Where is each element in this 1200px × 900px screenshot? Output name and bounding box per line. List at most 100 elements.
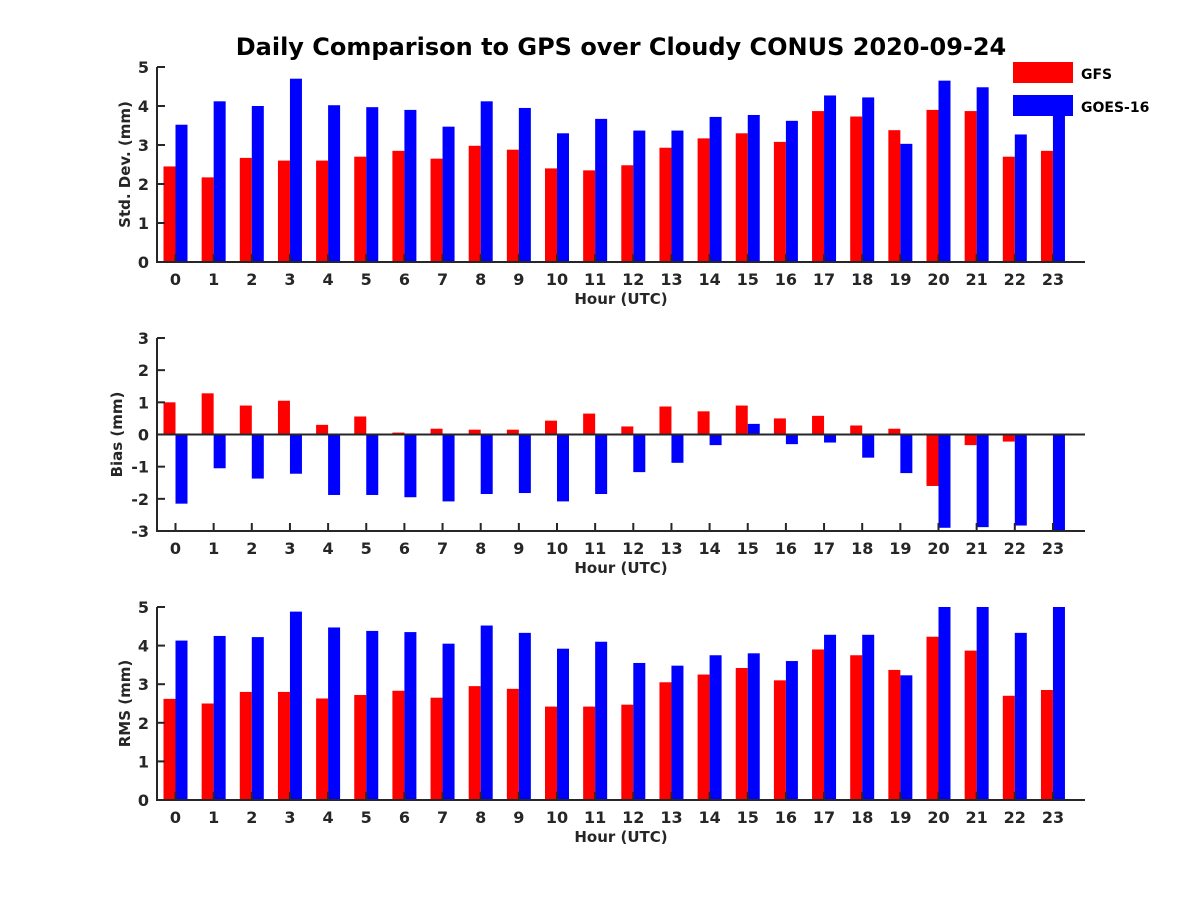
x-tick-label: 2 — [246, 270, 257, 289]
bar-goes16-hour-2 — [251, 106, 264, 262]
bar-goes16-hour-22 — [1014, 632, 1027, 800]
bar-goes16-hour-4 — [328, 627, 341, 800]
bar-gfs-hour-10 — [545, 706, 557, 800]
bar-gfs-hour-3 — [277, 160, 290, 262]
bar-goes16-hour-7 — [442, 126, 455, 262]
x-tick-label: 5 — [361, 270, 372, 289]
bar-goes16-hour-21 — [976, 434, 989, 528]
bar-goes16-hour-12 — [633, 434, 646, 473]
bar-goes16-hour-4 — [328, 105, 341, 262]
x-tick-label: 11 — [584, 808, 606, 827]
x-tick-label: 21 — [966, 539, 988, 558]
bar-gfs-hour-2 — [239, 405, 252, 435]
y-tick-label: 2 — [138, 175, 149, 194]
y-tick-label: 5 — [138, 58, 149, 77]
bar-goes16-hour-1 — [213, 635, 226, 800]
bar-goes16-hour-12 — [633, 662, 646, 800]
y-tick-label: 5 — [138, 598, 149, 617]
bar-goes16-hour-5 — [366, 434, 379, 495]
bar-goes16-hour-20 — [938, 607, 951, 800]
bar-gfs-hour-9 — [506, 149, 519, 262]
bar-gfs-hour-16 — [773, 680, 786, 800]
bar-gfs-hour-7 — [430, 697, 443, 800]
bar-gfs-hour-15 — [735, 405, 748, 435]
bar-gfs-hour-16 — [773, 141, 786, 262]
bar-goes16-hour-5 — [366, 107, 379, 262]
x-tick-label: 7 — [437, 808, 448, 827]
x-tick-label: 6 — [399, 539, 410, 558]
x-tick-label: 19 — [889, 270, 911, 289]
bar-goes16-hour-3 — [289, 611, 302, 800]
bar-goes16-hour-6 — [404, 109, 417, 263]
bar-gfs-hour-12 — [621, 426, 634, 435]
legend-swatch-goes16 — [1013, 95, 1073, 116]
x-tick-label: 8 — [475, 270, 486, 289]
bar-gfs-hour-10 — [545, 420, 557, 435]
bar-gfs-hour-9 — [506, 429, 519, 435]
bar-gfs-hour-2 — [239, 157, 252, 262]
x-tick-label: 21 — [966, 808, 988, 827]
bar-gfs-hour-10 — [545, 168, 557, 262]
bar-goes16-hour-23 — [1052, 434, 1065, 531]
bar-gfs-hour-0 — [163, 166, 176, 262]
x-tick-label: 16 — [775, 539, 797, 558]
bar-gfs-hour-14 — [697, 138, 710, 262]
bar-gfs-hour-23 — [1040, 150, 1053, 262]
bar-goes16-hour-0 — [175, 640, 188, 800]
x-tick-label: 1 — [208, 270, 219, 289]
legend-label-goes16: GOES-16 — [1081, 100, 1149, 116]
bar-goes16-hour-11 — [595, 641, 608, 800]
y-tick-label: 1 — [138, 393, 149, 412]
bar-gfs-hour-1 — [201, 393, 214, 435]
bar-goes16-hour-23 — [1052, 111, 1065, 262]
bar-gfs-hour-20 — [926, 434, 939, 486]
bar-gfs-hour-19 — [888, 428, 901, 435]
x-tick-label: 6 — [399, 808, 410, 827]
bar-goes16-hour-13 — [671, 130, 684, 262]
y-axis-label: RMS (mm) — [116, 660, 134, 747]
x-tick-label: 15 — [737, 270, 759, 289]
bar-goes16-hour-22 — [1014, 434, 1027, 526]
bar-goes16-hour-15 — [747, 653, 760, 800]
bar-goes16-hour-12 — [633, 130, 646, 262]
x-tick-label: 13 — [660, 808, 682, 827]
bar-gfs-hour-20 — [926, 636, 939, 800]
bar-gfs-hour-18 — [850, 116, 863, 262]
bar-gfs-hour-22 — [1002, 695, 1015, 800]
bar-gfs-hour-11 — [583, 706, 596, 800]
bar-goes16-hour-2 — [251, 434, 264, 479]
bar-goes16-hour-16 — [785, 120, 798, 262]
y-tick-label: -2 — [131, 490, 149, 509]
x-axis-label: Hour (UTC) — [574, 828, 667, 846]
bar-goes16-hour-14 — [709, 116, 722, 262]
bar-goes16-hour-4 — [328, 434, 341, 495]
bar-goes16-hour-11 — [595, 434, 608, 495]
bar-goes16-hour-20 — [938, 80, 951, 263]
y-tick-label: 3 — [138, 329, 149, 348]
bar-gfs-hour-7 — [430, 158, 443, 262]
bar-goes16-hour-7 — [442, 643, 455, 800]
bar-goes16-hour-14 — [709, 655, 722, 800]
y-tick-label: -3 — [131, 522, 149, 541]
bar-gfs-hour-11 — [583, 170, 596, 262]
x-tick-label: 2 — [246, 539, 257, 558]
bar-goes16-hour-0 — [175, 434, 188, 504]
x-tick-label: 4 — [323, 808, 334, 827]
bar-goes16-hour-15 — [747, 114, 760, 262]
bar-goes16-hour-8 — [480, 101, 493, 262]
x-tick-label: 20 — [927, 270, 949, 289]
bar-gfs-hour-8 — [468, 145, 481, 262]
x-axis-label: Hour (UTC) — [574, 559, 667, 577]
x-tick-label: 16 — [775, 270, 797, 289]
bar-goes16-hour-23 — [1052, 607, 1065, 800]
x-tick-label: 21 — [966, 270, 988, 289]
bar-goes16-hour-10 — [557, 133, 569, 262]
x-tick-label: 9 — [513, 808, 524, 827]
bar-gfs-hour-16 — [773, 418, 786, 435]
x-tick-label: 20 — [927, 539, 949, 558]
bar-gfs-hour-13 — [659, 682, 672, 800]
bar-gfs-hour-0 — [163, 402, 176, 435]
